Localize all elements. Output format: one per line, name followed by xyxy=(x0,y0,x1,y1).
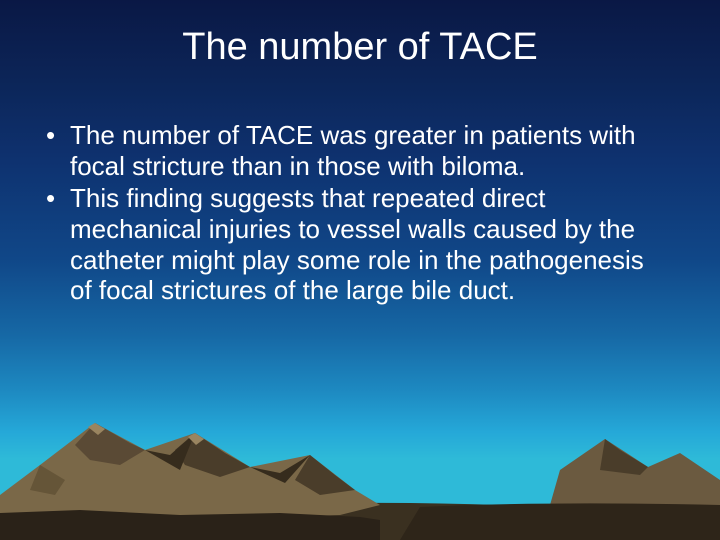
bullet-list: The number of TACE was greater in patien… xyxy=(42,120,670,306)
bullet-item: The number of TACE was greater in patien… xyxy=(42,120,670,181)
slide-title: The number of TACE xyxy=(0,26,720,69)
slide-content: The number of TACE was greater in patien… xyxy=(42,120,670,308)
terrain-graphic xyxy=(0,395,720,540)
slide-container: The number of TACE The number of TACE wa… xyxy=(0,0,720,540)
bullet-item: This finding suggests that repeated dire… xyxy=(42,183,670,306)
